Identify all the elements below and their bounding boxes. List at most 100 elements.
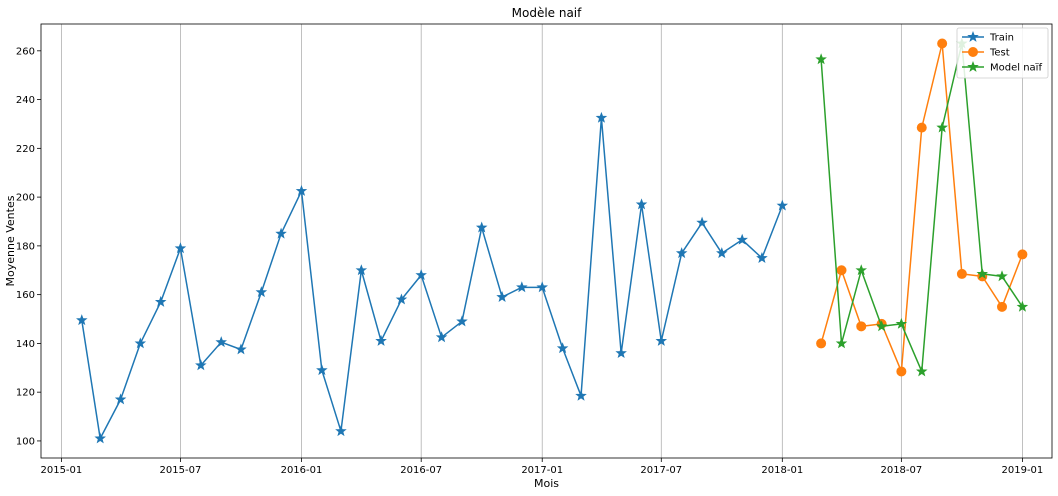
data-point (174, 242, 187, 254)
x-axis: 2015-01 2015-07 2016-01 2016-07 2017-01 2017-… (40, 458, 1043, 476)
data-point (895, 317, 908, 329)
data-point (575, 389, 587, 401)
plot-frame (40, 23, 1053, 459)
legend-marker (968, 47, 978, 57)
y-tick-label: 120 (16, 388, 35, 399)
data-point (516, 281, 528, 293)
data-point (195, 359, 207, 371)
legend-entry: Train (962, 30, 1014, 44)
y-tick-label: 160 (16, 290, 35, 301)
chart-title: Modèle naif (512, 6, 583, 20)
data-point (675, 247, 688, 259)
data-point (976, 267, 989, 279)
data-point (756, 252, 768, 263)
data-point (456, 315, 468, 327)
y-tick-label: 200 (16, 193, 35, 204)
data-point (736, 233, 748, 245)
data-point (836, 265, 847, 276)
y-axis-label: Moyenne Ventes (4, 195, 17, 286)
data-point (776, 199, 789, 211)
data-point (916, 365, 928, 377)
x-tick-label: 2015-01 (40, 465, 82, 476)
data-point (335, 425, 347, 437)
series-line-test (820, 42, 1024, 373)
y-tick-label: 260 (16, 46, 35, 57)
x-tick-label: 2018-07 (880, 465, 922, 476)
data-point (916, 122, 927, 133)
data-point (395, 293, 408, 305)
data-point (997, 301, 1008, 312)
data-point (235, 343, 247, 355)
data-point (76, 314, 88, 326)
data-point (875, 320, 888, 332)
data-point (835, 337, 848, 349)
series-line-train (81, 117, 784, 440)
data-point (996, 270, 1008, 282)
data-point (415, 269, 427, 281)
data-point (635, 198, 648, 210)
legend-label: Model naïf (990, 63, 1042, 74)
data-point (936, 121, 948, 133)
legend-marker (967, 30, 979, 42)
data-point (1016, 300, 1029, 312)
data-point (316, 364, 328, 376)
data-point (435, 331, 448, 343)
series-layer (76, 37, 1029, 444)
data-point (896, 366, 907, 377)
data-point (816, 338, 827, 349)
data-point (375, 334, 387, 346)
x-axis-label: Mois (534, 477, 559, 490)
legend: Train Test Model naïf (956, 27, 1049, 79)
data-point (475, 221, 488, 233)
data-point (655, 334, 668, 346)
x-tick-label: 2018-01 (761, 465, 803, 476)
series-model-naif (815, 37, 1029, 377)
data-point (134, 337, 147, 349)
data-point (114, 393, 127, 405)
y-tick-label: 100 (16, 436, 35, 447)
data-point (496, 291, 508, 302)
data-point (295, 184, 308, 196)
data-point (536, 281, 548, 293)
legend-entry: Model naïf (962, 60, 1042, 74)
y-tick-label: 240 (16, 95, 35, 106)
x-tick-label: 2019-01 (1002, 465, 1044, 476)
data-point (615, 347, 627, 359)
x-tick-label: 2016-01 (281, 465, 323, 476)
data-point (275, 227, 287, 239)
data-point (815, 53, 827, 65)
x-tick-label: 2015-07 (160, 465, 202, 476)
data-point (696, 216, 708, 228)
x-tick-label: 2017-01 (521, 465, 563, 476)
data-point (855, 264, 868, 276)
legend-entry: Test (962, 47, 1010, 59)
x-tick-label: 2017-07 (640, 465, 682, 476)
series-test (816, 38, 1028, 377)
x-tick-label: 2016-07 (400, 465, 442, 476)
series-line-model-naif (820, 42, 1024, 373)
y-tick-label: 140 (16, 339, 35, 350)
data-point (215, 336, 227, 348)
data-point (937, 38, 948, 49)
data-point (255, 286, 268, 298)
y-tick-label: 180 (16, 241, 35, 252)
legend-marker (967, 60, 979, 72)
data-point (355, 264, 368, 276)
data-point (595, 111, 608, 123)
data-point (556, 342, 569, 354)
data-point (1017, 249, 1028, 260)
data-point (716, 247, 728, 259)
legend-box (956, 27, 1049, 79)
grid (60, 24, 1023, 458)
data-point (956, 268, 967, 279)
data-point (856, 321, 867, 332)
data-point (94, 432, 106, 444)
series-train (76, 111, 789, 444)
data-point (154, 295, 167, 307)
legend-label: Train (989, 33, 1014, 44)
y-tick-label: 220 (16, 144, 35, 155)
legend-label: Test (989, 48, 1010, 59)
y-axis: 100 120 140 160 180 200 220 240 260 (16, 46, 41, 447)
